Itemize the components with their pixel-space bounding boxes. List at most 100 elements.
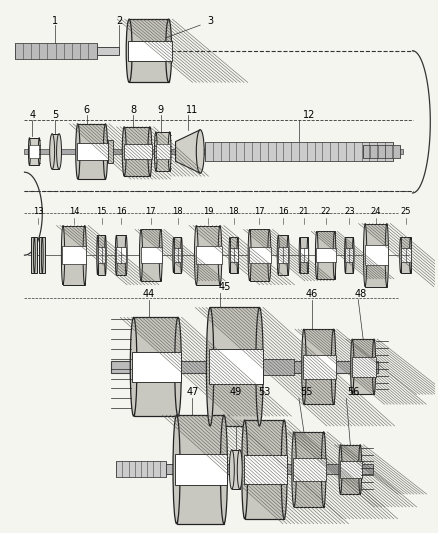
Bar bbox=[230, 237, 238, 273]
Bar bbox=[230, 248, 238, 262]
Ellipse shape bbox=[333, 231, 336, 279]
Bar bbox=[111, 361, 378, 373]
Ellipse shape bbox=[400, 237, 402, 273]
Ellipse shape bbox=[168, 132, 171, 171]
Bar bbox=[278, 236, 288, 275]
Text: 2: 2 bbox=[116, 16, 122, 26]
Bar bbox=[117, 247, 126, 263]
Bar bbox=[14, 43, 96, 59]
Ellipse shape bbox=[76, 124, 80, 179]
Bar bbox=[401, 237, 410, 273]
Ellipse shape bbox=[220, 415, 227, 524]
Ellipse shape bbox=[237, 237, 239, 273]
Bar bbox=[132, 352, 181, 382]
Text: 5: 5 bbox=[52, 110, 58, 120]
Text: 56: 56 bbox=[347, 387, 360, 398]
Ellipse shape bbox=[353, 237, 354, 273]
Bar bbox=[196, 246, 222, 264]
Text: 9: 9 bbox=[158, 105, 164, 115]
Ellipse shape bbox=[173, 415, 180, 524]
Bar bbox=[141, 230, 161, 281]
Ellipse shape bbox=[49, 134, 55, 169]
Bar bbox=[316, 248, 336, 262]
Bar bbox=[304, 329, 333, 404]
Text: 17: 17 bbox=[145, 207, 156, 216]
Ellipse shape bbox=[237, 450, 242, 489]
Bar bbox=[363, 144, 400, 158]
Bar bbox=[300, 248, 308, 262]
Bar bbox=[261, 359, 294, 375]
Ellipse shape bbox=[115, 236, 117, 275]
Bar bbox=[156, 143, 170, 159]
Polygon shape bbox=[176, 130, 200, 173]
Bar bbox=[124, 127, 150, 176]
Text: 45: 45 bbox=[219, 282, 231, 292]
Text: 8: 8 bbox=[130, 105, 136, 115]
Bar bbox=[401, 248, 410, 262]
Bar bbox=[232, 450, 240, 489]
Ellipse shape bbox=[97, 236, 99, 275]
Ellipse shape bbox=[364, 223, 367, 287]
Text: 1: 1 bbox=[52, 16, 58, 26]
Ellipse shape bbox=[33, 237, 35, 273]
Ellipse shape bbox=[359, 445, 362, 494]
Ellipse shape bbox=[181, 237, 182, 273]
Ellipse shape bbox=[218, 225, 222, 285]
Text: 16: 16 bbox=[278, 207, 289, 216]
Bar bbox=[244, 455, 287, 484]
Bar bbox=[177, 415, 224, 524]
Ellipse shape bbox=[103, 124, 108, 179]
Text: 19: 19 bbox=[203, 207, 213, 216]
Ellipse shape bbox=[61, 225, 65, 285]
Ellipse shape bbox=[148, 127, 152, 176]
Bar bbox=[365, 223, 387, 287]
Bar bbox=[63, 246, 86, 264]
Ellipse shape bbox=[38, 138, 40, 165]
Bar bbox=[98, 247, 106, 263]
Text: 47: 47 bbox=[186, 387, 198, 398]
Text: 18: 18 bbox=[229, 207, 239, 216]
Ellipse shape bbox=[194, 225, 198, 285]
Bar bbox=[205, 142, 393, 161]
Ellipse shape bbox=[155, 132, 157, 171]
Bar bbox=[29, 146, 39, 158]
Text: 46: 46 bbox=[306, 289, 318, 298]
Ellipse shape bbox=[130, 317, 137, 416]
Bar bbox=[128, 41, 172, 61]
Bar bbox=[209, 349, 263, 384]
Bar bbox=[245, 420, 284, 519]
Bar bbox=[77, 143, 108, 160]
Text: 3: 3 bbox=[207, 16, 213, 26]
Ellipse shape bbox=[173, 237, 174, 273]
Bar bbox=[32, 237, 37, 273]
Text: 44: 44 bbox=[143, 289, 155, 298]
Ellipse shape bbox=[299, 237, 301, 273]
Bar bbox=[166, 464, 373, 474]
Bar bbox=[175, 454, 227, 485]
Text: 4: 4 bbox=[29, 110, 35, 120]
Text: 17: 17 bbox=[254, 207, 265, 216]
Ellipse shape bbox=[175, 317, 181, 416]
Ellipse shape bbox=[166, 19, 172, 83]
Bar bbox=[346, 237, 353, 273]
Text: 55: 55 bbox=[300, 387, 313, 398]
Bar bbox=[129, 19, 169, 83]
Text: 12: 12 bbox=[303, 110, 315, 120]
Ellipse shape bbox=[41, 237, 43, 273]
Bar bbox=[346, 248, 353, 262]
Ellipse shape bbox=[302, 329, 306, 404]
Ellipse shape bbox=[315, 231, 318, 279]
Ellipse shape bbox=[159, 230, 162, 281]
Ellipse shape bbox=[307, 237, 309, 273]
Ellipse shape bbox=[268, 230, 271, 281]
Bar bbox=[294, 432, 324, 507]
Ellipse shape bbox=[242, 420, 247, 519]
Ellipse shape bbox=[206, 308, 214, 426]
Bar bbox=[117, 462, 166, 477]
Text: 23: 23 bbox=[344, 207, 355, 216]
Ellipse shape bbox=[351, 339, 354, 394]
Ellipse shape bbox=[292, 432, 296, 507]
Ellipse shape bbox=[57, 134, 61, 169]
Ellipse shape bbox=[125, 236, 127, 275]
Ellipse shape bbox=[256, 308, 263, 426]
